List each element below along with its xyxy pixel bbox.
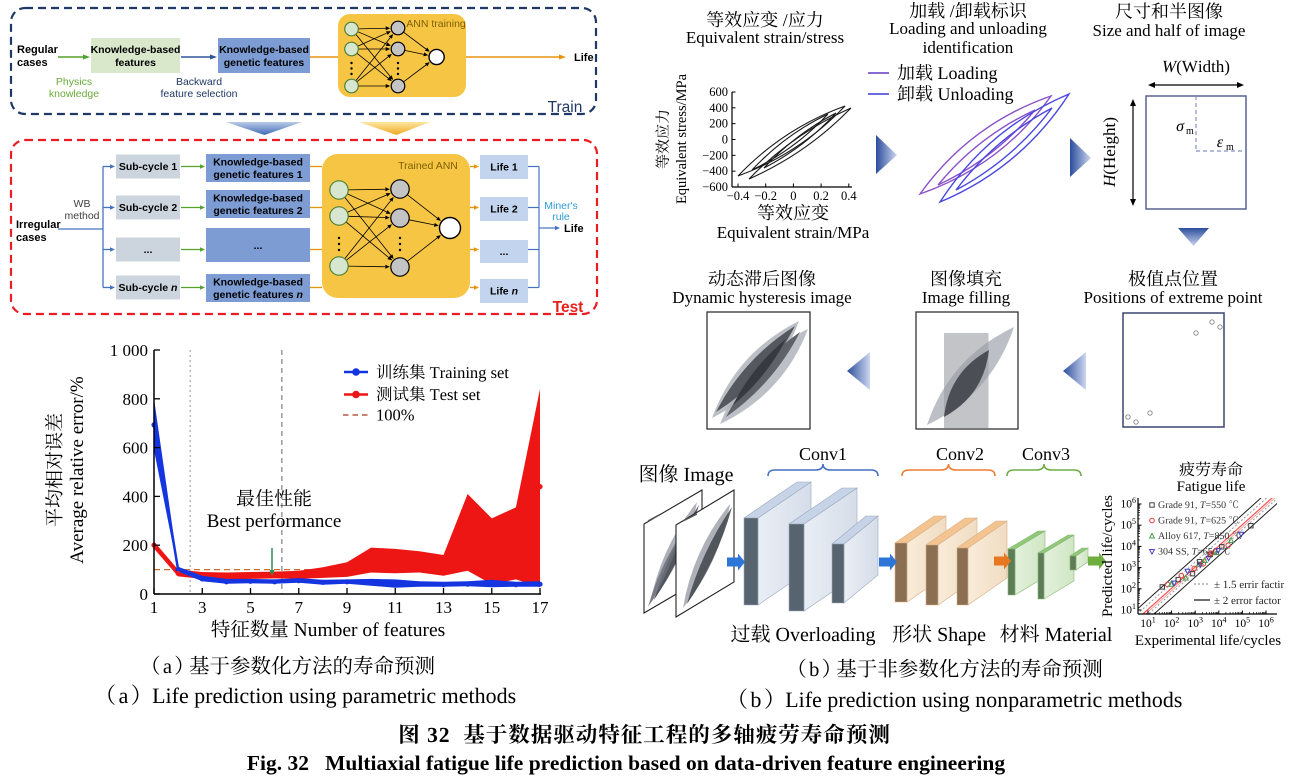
svg-text:m: m <box>1186 126 1194 137</box>
svg-text:15: 15 <box>483 598 500 617</box>
svg-text:200: 200 <box>123 536 149 555</box>
svg-text:1: 1 <box>150 598 159 617</box>
svg-text:WB: WB <box>74 198 91 210</box>
svg-text:Irregular: Irregular <box>16 219 61 231</box>
svg-text:Physics: Physics <box>56 76 92 88</box>
svg-text:Life 1: Life 1 <box>490 162 518 174</box>
svg-text:Life 2: Life 2 <box>490 204 518 216</box>
svg-text:Conv3: Conv3 <box>1022 444 1070 464</box>
svg-text:Knowledge-based: Knowledge-based <box>91 44 181 56</box>
svg-text:5: 5 <box>246 598 255 617</box>
svg-text:−600: −600 <box>702 180 728 194</box>
svg-text:600: 600 <box>123 439 149 458</box>
svg-text:13: 13 <box>435 598 452 617</box>
svg-text:Regular: Regular <box>17 44 59 56</box>
svg-text:method: method <box>64 210 99 222</box>
svg-text:−0.2: −0.2 <box>754 189 777 203</box>
svg-text:Life: Life <box>564 223 584 235</box>
svg-text:cases: cases <box>16 232 47 244</box>
svg-text:200: 200 <box>709 117 728 131</box>
svg-text:genetic features 1: genetic features 1 <box>213 169 302 181</box>
svg-text:Average relative error/%: Average relative error/% <box>67 376 88 564</box>
svg-text:1 000: 1 000 <box>110 341 148 360</box>
svg-text:cases: cases <box>17 57 48 69</box>
svg-text:Conv2: Conv2 <box>936 444 984 464</box>
svg-text:ANN training: ANN training <box>406 18 466 30</box>
svg-text:Best performance: Best performance <box>207 511 342 532</box>
svg-text:800: 800 <box>123 390 149 409</box>
svg-text:9: 9 <box>343 598 352 617</box>
svg-text:Knowledge-based: Knowledge-based <box>213 277 303 289</box>
svg-text:Knowledge-based: Knowledge-based <box>219 44 309 56</box>
svg-text:Fatigue life: Fatigue life <box>1177 479 1246 495</box>
svg-text:features: features <box>115 57 156 69</box>
svg-text:Life: Life <box>574 52 594 64</box>
svg-text:0: 0 <box>722 132 728 146</box>
svg-text:Conv1: Conv1 <box>799 444 847 464</box>
svg-text:100%: 100% <box>376 406 415 425</box>
svg-text:Equivalent stress/MPa: Equivalent stress/MPa <box>674 73 690 204</box>
svg-text:Dynamic hysteresis image: Dynamic hysteresis image <box>672 288 851 307</box>
svg-text:Miner's: Miner's <box>544 200 578 212</box>
svg-text:600: 600 <box>709 85 728 99</box>
svg-text:Knowledge-based: Knowledge-based <box>213 157 303 169</box>
svg-text:genetic features n: genetic features n <box>213 289 303 301</box>
svg-text:−400: −400 <box>702 164 728 178</box>
svg-text:...: ... <box>254 240 263 252</box>
svg-text:Test: Test <box>553 299 584 316</box>
svg-text:Train: Train <box>548 99 583 116</box>
svg-text:Experimental life/cycles: Experimental life/cycles <box>1135 633 1281 649</box>
svg-text:−0.4: −0.4 <box>727 189 750 203</box>
svg-text:knowledge: knowledge <box>49 88 99 100</box>
svg-text:400: 400 <box>123 487 149 506</box>
svg-text:Equivalent strain/stress: Equivalent strain/stress <box>686 28 844 47</box>
svg-text:Knowledge-based: Knowledge-based <box>213 193 303 205</box>
svg-text:identification: identification <box>923 38 1014 57</box>
svg-text:11: 11 <box>387 598 403 617</box>
svg-text:feature selection: feature selection <box>160 88 237 100</box>
svg-text:Predicted life/cycles: Predicted life/cycles <box>1100 495 1116 617</box>
svg-text:Positions of extreme point: Positions of extreme point <box>1084 288 1263 307</box>
svg-text:Backward: Backward <box>176 76 222 88</box>
svg-text:genetic features: genetic features <box>224 57 305 69</box>
svg-text:genetic features 2: genetic features 2 <box>213 205 302 217</box>
svg-text:m: m <box>1226 142 1234 153</box>
svg-text:Image filling: Image filling <box>922 288 1011 307</box>
svg-text:rule: rule <box>552 211 570 223</box>
svg-text:0: 0 <box>790 189 796 203</box>
svg-text:−200: −200 <box>702 148 728 162</box>
svg-text:Equivalent strain/MPa: Equivalent strain/MPa <box>717 223 870 242</box>
svg-text:...: ... <box>144 244 153 256</box>
svg-text:Sub-cycle 1: Sub-cycle 1 <box>119 161 178 173</box>
svg-text:Size and half of image: Size and half of image <box>1093 21 1246 40</box>
svg-text:17: 17 <box>532 598 550 617</box>
svg-text:Sub-cycle 2: Sub-cycle 2 <box>119 202 178 214</box>
svg-text:Fig. 32 Multiaxial fatigue l: Fig. 32 Multiaxial fatigue life predicti… <box>247 751 1005 775</box>
svg-text:0.4: 0.4 <box>841 189 857 203</box>
svg-text:Loading and unloading: Loading and unloading <box>889 19 1047 38</box>
svg-text:Trained ANN: Trained ANN <box>398 160 458 172</box>
svg-text:3: 3 <box>198 598 207 617</box>
svg-text:0.2: 0.2 <box>813 189 829 203</box>
svg-text:Sub-cycle n: Sub-cycle n <box>119 282 178 294</box>
svg-text:7: 7 <box>295 598 304 617</box>
svg-text:...: ... <box>500 246 509 258</box>
svg-text:0: 0 <box>140 585 149 604</box>
svg-text:400: 400 <box>709 101 728 115</box>
svg-text:Life n: Life n <box>490 286 518 298</box>
